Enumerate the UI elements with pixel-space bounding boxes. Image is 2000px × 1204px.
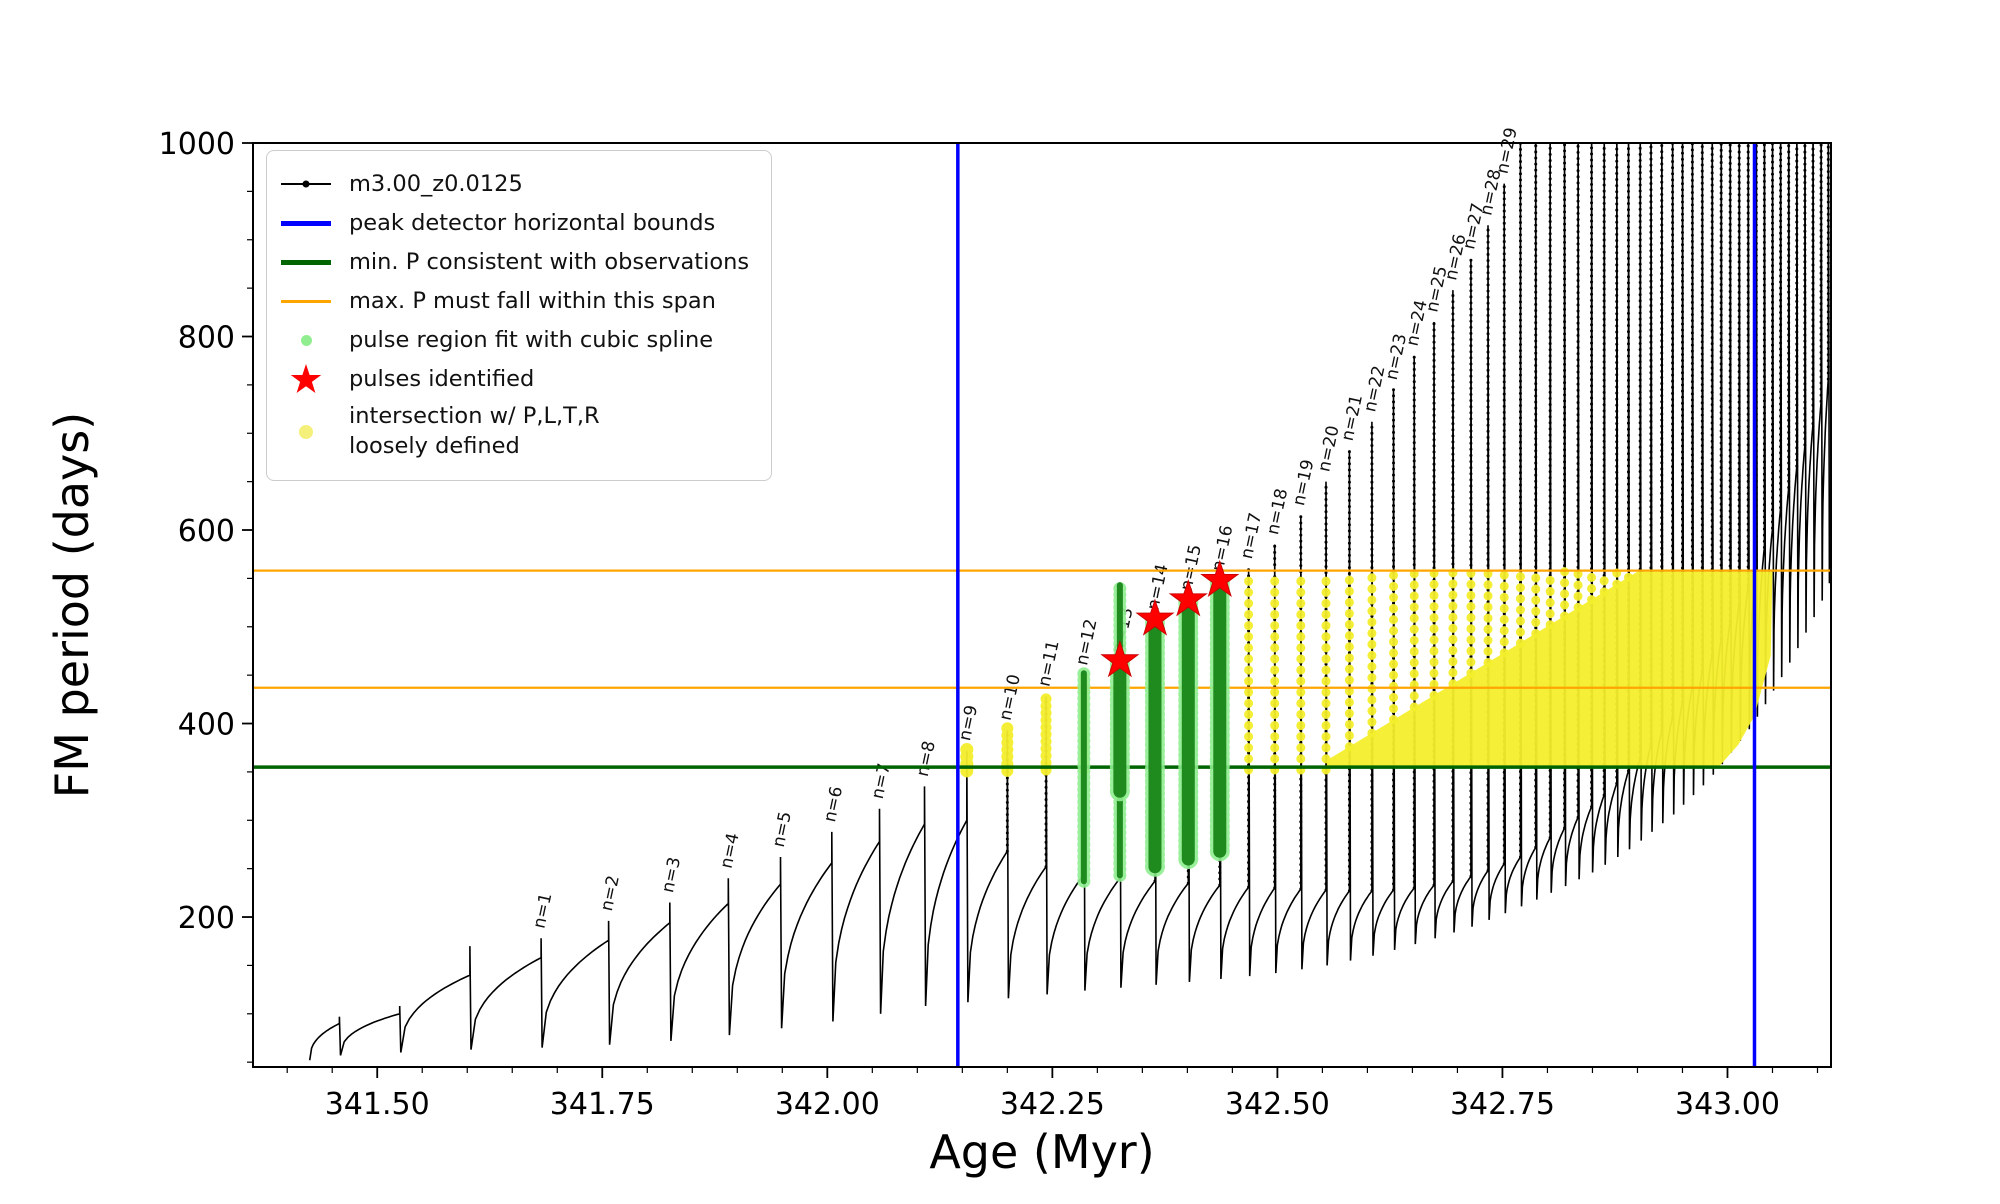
axes: 341.50 341.75 342.00 342.25 342.50 342.75 343.…: [159, 127, 1832, 1122]
x-tick-label: 342.25: [1000, 1087, 1105, 1122]
y-tick-label: 800: [178, 321, 235, 356]
y-tick-label: 600: [178, 514, 235, 549]
x-tick-label: 342.75: [1450, 1087, 1555, 1122]
legend-label: peak detector horizontal bounds: [349, 210, 716, 236]
x-axis-title: Age (Myr): [929, 1125, 1154, 1179]
x-tick-label: 342.00: [775, 1087, 880, 1122]
spline-fit-columns: [1077, 570, 1230, 888]
reference-lines: [253, 143, 1831, 1067]
pulse-number-label: n=15: [1177, 543, 1206, 593]
legend-entry-peak-bounds: peak detector horizontal bounds: [279, 207, 749, 239]
legend-label: min. P consistent with observations: [349, 249, 750, 275]
pulse-number-label: n=4: [717, 831, 744, 870]
legend-entry-intersection: intersection w/ P,L,T,R loosely defined: [279, 402, 749, 461]
legend-label: max. P must fall within this span: [349, 288, 716, 314]
pulse-number-label: n=5: [769, 810, 796, 849]
pulse-number-label: n=16: [1208, 524, 1237, 574]
x-tick-label: 342.50: [1225, 1087, 1330, 1122]
legend-label: pulses identified: [349, 366, 535, 392]
pulse-number-label: n=28: [1476, 167, 1505, 217]
legend-label: m3.00_z0.0125: [349, 171, 523, 197]
pulse-number-label: n=18: [1263, 487, 1292, 537]
red-star-icon: [279, 363, 333, 395]
y-tick-label: 1000: [159, 127, 235, 162]
orange-line-icon: [279, 285, 333, 317]
pulse-number-label: n=10: [996, 673, 1025, 723]
pulse-star-icon: [1135, 598, 1175, 636]
series-line-dot-icon: [279, 168, 333, 200]
y-axis-title: FM period (days): [45, 412, 99, 798]
green-line-icon: [279, 246, 333, 278]
yellow-dot-icon: [279, 416, 333, 448]
pulse-number-label: n=8: [913, 739, 940, 778]
legend-entry-min-p: min. P consistent with observations: [279, 246, 749, 278]
plot-frame: [252, 142, 1832, 1068]
blue-line-icon: [279, 207, 333, 239]
pulse-number-label: n=6: [820, 785, 847, 824]
pulse-star-icon: [1100, 640, 1140, 678]
pulse-number-label: n=2: [597, 874, 624, 913]
legend-label: pulse region fit with cubic spline: [349, 327, 714, 353]
legend: m3.00_z0.0125 peak detector horizontal b…: [266, 150, 773, 482]
x-tick-label: 341.75: [550, 1087, 655, 1122]
pulse-number-label: n=19: [1289, 458, 1318, 508]
x-tick-label: 341.50: [325, 1087, 430, 1122]
y-tick-label: 200: [178, 901, 235, 936]
pulse-number-label: n=3: [658, 855, 685, 894]
legend-label: intersection w/ P,L,T,R loosely defined: [349, 403, 600, 459]
identified-pulse-stars: [1100, 559, 1240, 678]
legend-entry-pulses: pulses identified: [279, 363, 749, 395]
x-tick-label: 343.00: [1675, 1087, 1780, 1122]
pulse-number-label: n=29: [1493, 126, 1522, 176]
pulse-number-label: n=12: [1072, 617, 1101, 667]
pulse-star-icon: [1168, 579, 1208, 617]
legend-entry-series: m3.00_z0.0125: [279, 168, 749, 200]
chart-generated-content: n=1 n=2 n=3n=4n=5n=6n=7n=8n=9n=10n=11 n=12n…: [159, 126, 1832, 1122]
pulse-number-label: n=11: [1034, 639, 1063, 689]
legend-entry-spline: pulse region fit with cubic spline: [279, 324, 749, 356]
legend-entry-max-p: max. P must fall within this span: [279, 285, 749, 317]
y-tick-label: 400: [178, 708, 235, 743]
pulse-star-icon: [1200, 559, 1240, 597]
green-dot-icon: [279, 324, 333, 356]
pulse-number-label: n=17: [1237, 511, 1266, 561]
pulse-number-label: n=1: [529, 891, 556, 930]
